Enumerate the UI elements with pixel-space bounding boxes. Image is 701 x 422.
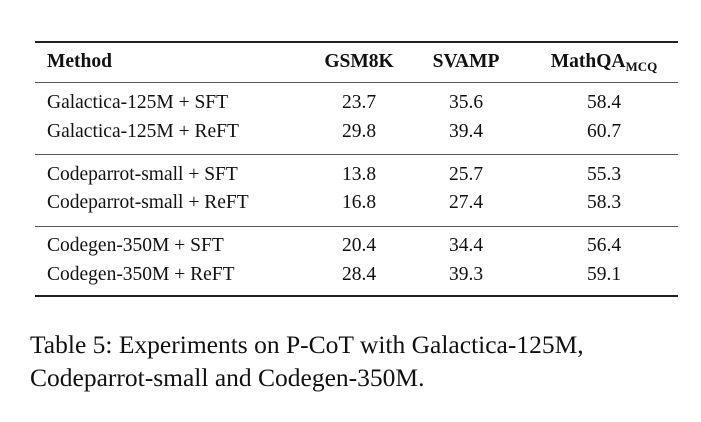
- group-rule: [35, 226, 678, 227]
- header-gsm8k: GSM8K: [324, 51, 394, 72]
- cell-svamp: 39.4: [448, 121, 484, 142]
- header-mathqa: MathQAMCQ: [540, 49, 668, 80]
- cell-method: Galactica-125M + ReFT: [47, 121, 239, 142]
- table-caption: Table 5: Experiments on P-CoT with Galac…: [30, 330, 584, 392]
- cell-gsm8k: 29.8: [341, 121, 377, 142]
- cell-svamp: 25.7: [448, 164, 484, 185]
- header-mathqa-main: MathQA: [550, 51, 626, 72]
- cell-method: Codegen-350M + SFT: [47, 235, 224, 256]
- group-rule: [35, 154, 678, 155]
- cell-svamp: 34.4: [448, 235, 484, 256]
- cell-gsm8k: 23.7: [341, 92, 377, 113]
- table-row: Galactica-125M + ReFT 29.8 39.4 60.7: [35, 119, 678, 145]
- table-row: Codeparrot-small + ReFT 16.8 27.4 58.3: [35, 190, 678, 216]
- cell-gsm8k: 16.8: [341, 192, 377, 213]
- cell-method: Galactica-125M + SFT: [47, 92, 229, 113]
- cell-mathqa: 59.1: [586, 264, 622, 285]
- cell-mathqa: 58.4: [586, 92, 622, 113]
- header-svamp: SVAMP: [432, 51, 500, 72]
- cell-method: Codeparrot-small + ReFT: [47, 192, 249, 213]
- cell-svamp: 27.4: [448, 192, 484, 213]
- cell-gsm8k: 20.4: [341, 235, 377, 256]
- table-row: Codeparrot-small + SFT 13.8 25.7 55.3: [35, 162, 678, 188]
- header-mathqa-sub: MCQ: [625, 59, 658, 74]
- cell-gsm8k: 13.8: [341, 164, 377, 185]
- bottom-rule: [35, 295, 678, 297]
- cell-method: Codegen-350M + ReFT: [47, 264, 235, 285]
- cell-gsm8k: 28.4: [341, 264, 377, 285]
- table-row: Galactica-125M + SFT 23.7 35.6 58.4: [35, 90, 678, 116]
- top-rule: [35, 41, 678, 43]
- cell-mathqa: 56.4: [586, 235, 622, 256]
- table-row: Codegen-350M + ReFT 28.4 39.3 59.1: [35, 262, 678, 288]
- header-method: Method: [47, 51, 112, 72]
- cell-mathqa: 55.3: [586, 164, 622, 185]
- cell-svamp: 35.6: [448, 92, 484, 113]
- cell-svamp: 39.3: [448, 264, 484, 285]
- table-row: Codegen-350M + SFT 20.4 34.4 56.4: [35, 233, 678, 259]
- cell-mathqa: 60.7: [586, 121, 622, 142]
- cell-mathqa: 58.3: [586, 192, 622, 213]
- cell-method: Codeparrot-small + SFT: [47, 164, 238, 185]
- header-row: Method GSM8K SVAMP MathQAMCQ: [35, 49, 678, 75]
- mid-rule: [35, 82, 678, 83]
